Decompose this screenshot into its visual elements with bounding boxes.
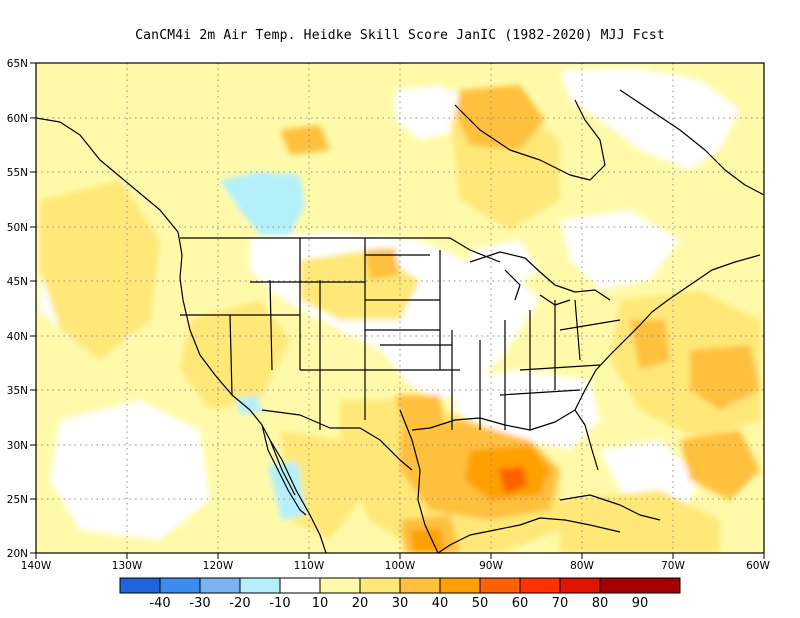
region-lightorange-bay	[280, 125, 330, 155]
region-lightorange-midatlantic	[630, 320, 670, 370]
colorbar-swatch	[559, 577, 601, 594]
hudson-bay	[454, 99, 606, 181]
region-lightorange-texas	[395, 395, 445, 435]
colorbar-swatch	[359, 577, 401, 594]
region-white-east-canada	[560, 210, 680, 290]
region-lightblue-canada	[220, 172, 305, 235]
lon-label: 70W	[661, 560, 685, 572]
lat-label: 50N	[7, 222, 28, 234]
tick-marks	[30, 62, 765, 559]
region-yellow-west	[40, 180, 160, 360]
lon-label: 80W	[570, 560, 594, 572]
region-lightblue-baja	[268, 462, 306, 520]
lat-label: 35N	[7, 385, 28, 397]
region-white-canada	[560, 68, 740, 170]
colorbar-label: 40	[432, 596, 449, 611]
lon-label: 100W	[385, 560, 416, 572]
colorbar-label: -40	[149, 596, 170, 611]
region-lightorange-atlantic	[690, 345, 760, 410]
colorbar-label: 60	[512, 596, 529, 611]
latitude-labels: 20N 25N 30N 35N 40N 45N 50N 55N 60N 65N	[7, 58, 28, 560]
region-orange-yucatan	[410, 528, 445, 553]
region-lightblue-california	[236, 396, 262, 414]
lon-label: 140W	[21, 560, 52, 572]
colorbar-swatch	[399, 577, 441, 594]
colorbar-label: -10	[269, 596, 290, 611]
colorbar-labels: -40 -30 -20 -10 10 20 30 40 50 60 70 80 …	[149, 596, 648, 611]
labrador-coast	[619, 89, 764, 196]
state-lines-west	[180, 238, 380, 430]
state-lines-east	[439, 250, 621, 430]
lon-label: 120W	[203, 560, 234, 572]
map-title: CanCM4i 2m Air Temp. Heidke Skill Score …	[135, 28, 665, 43]
west-coast	[36, 117, 327, 553]
colorbar-swatch	[519, 577, 561, 594]
us-mexico-border	[261, 409, 413, 471]
region-white-great-lakes	[470, 240, 540, 290]
colorbar-swatch	[279, 577, 321, 594]
colorbar-label: -30	[189, 596, 210, 611]
region-lightorange-ocean-se	[680, 430, 760, 500]
lon-label: 90W	[479, 560, 503, 572]
colorbar-label: 50	[472, 596, 489, 611]
colorbar-label: 80	[592, 596, 609, 611]
colorbar-label: 30	[392, 596, 409, 611]
lat-label: 25N	[7, 494, 28, 506]
coastlines-borders	[36, 89, 764, 553]
colorbar-swatch	[159, 577, 201, 594]
region-lightorange-hudson	[455, 85, 545, 150]
colorbar-swatch	[479, 577, 521, 594]
colorbar-label: 70	[552, 596, 569, 611]
colorbar-swatch	[319, 577, 361, 594]
yucatan	[437, 517, 621, 553]
lat-label: 20N	[7, 548, 28, 560]
colorbar-swatch	[439, 577, 481, 594]
colorbar	[119, 577, 681, 594]
lat-label: 40N	[7, 331, 28, 343]
us-canada-border	[180, 237, 501, 263]
cuba	[559, 494, 661, 521]
colorbar-label: 20	[352, 596, 369, 611]
colorbar-swatch	[599, 577, 681, 594]
region-darkorange-gulf	[498, 466, 528, 494]
baja-peninsula	[261, 424, 307, 516]
region-yellow-caribbean	[560, 490, 720, 553]
colorbar-swatch	[199, 577, 241, 594]
colorbar-swatch	[119, 577, 161, 594]
mexico-gulf-coast	[399, 409, 439, 553]
region-yellow-nevada	[180, 300, 290, 410]
colorbar-label: 90	[632, 596, 649, 611]
colorbar-label: 10	[312, 596, 329, 611]
longitude-labels: 140W 130W 120W 110W 100W 90W 80W 70W 60W	[21, 560, 771, 572]
colorbar-label: -20	[229, 596, 250, 611]
lat-label: 45N	[7, 276, 28, 288]
gridlines	[36, 63, 764, 553]
region-white-pacific-sw	[50, 400, 210, 540]
lon-label: 130W	[112, 560, 143, 572]
atlantic-coast	[574, 254, 761, 411]
state-lines-plains	[364, 238, 460, 420]
region-lightorange-plains	[365, 248, 400, 280]
lat-label: 65N	[7, 58, 28, 70]
shaded-field	[36, 63, 764, 553]
lat-label: 30N	[7, 440, 28, 452]
colorbar-swatch	[239, 577, 281, 594]
lon-label: 110W	[294, 560, 325, 572]
lat-label: 60N	[7, 113, 28, 125]
lon-label: 60W	[746, 560, 770, 572]
lat-label: 55N	[7, 167, 28, 179]
